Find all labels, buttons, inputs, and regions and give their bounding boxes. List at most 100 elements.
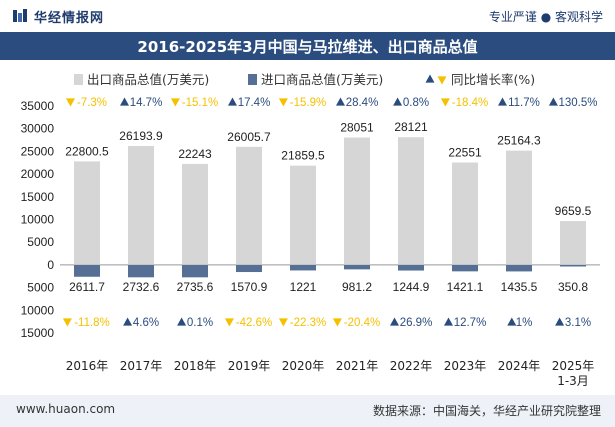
- export-growth-label: -7.3%: [77, 97, 107, 109]
- export-bar: [128, 145, 154, 265]
- export-value-label: 28051: [340, 121, 374, 135]
- growth-down-icon: [224, 318, 234, 327]
- export-bar: [506, 150, 532, 265]
- import-bar: [452, 264, 478, 272]
- legend-export-label: 出口商品总值(万美元): [87, 72, 209, 87]
- export-value-label: 9659.5: [555, 204, 592, 218]
- growth-up-icon: [228, 97, 237, 106]
- growth-up-icon: [336, 97, 345, 106]
- x-tick-label: 2024年: [498, 359, 541, 373]
- import-value-label: 1435.5: [501, 280, 538, 294]
- export-growth-label: 130.5%: [558, 97, 597, 109]
- export-value-label: 22551: [448, 146, 482, 160]
- growth-up-icon: [555, 317, 565, 326]
- growth-up-icon: [393, 97, 403, 106]
- growth-down-icon: [278, 318, 288, 327]
- export-growth-label: 28.4%: [346, 97, 379, 109]
- import-value-label: 2611.7: [69, 280, 105, 294]
- export-bar: [236, 146, 262, 265]
- export-value-label: 26193.9: [119, 129, 163, 143]
- import-bar: [182, 264, 208, 278]
- growth-up-icon: [444, 317, 453, 326]
- export-value-label: 26005.7: [227, 130, 271, 144]
- import-value-label: 350.8: [558, 280, 588, 294]
- top-bar: 华经情报网 专业严谨 ● 客观科学: [0, 0, 615, 32]
- export-growth-label: 17.4%: [238, 97, 271, 109]
- growth-down-icon: [170, 98, 180, 107]
- import-bar: [236, 264, 262, 273]
- data-labels: 22800.5 2611.7 -7.3% -11.8% 26193.9 2732.6 14.…: [62, 97, 598, 329]
- x-tick-label: 2021年: [336, 359, 379, 373]
- export-value-label: 25164.3: [497, 134, 541, 148]
- y-tick-label: 15000: [21, 326, 55, 340]
- export-growth-label: -15.9%: [290, 97, 326, 109]
- export-bar: [398, 137, 424, 265]
- growth-up-icon: [390, 317, 399, 326]
- chart-title: 2016-2025年3月中国与马拉维进、出口商品总值: [137, 38, 478, 56]
- growth-down-icon: [278, 98, 288, 107]
- chart: 出口商品总值(万美元) 进口商品总值(万美元) 同比增长率(%) 35000 3000…: [21, 72, 600, 388]
- legend-up-icon: [425, 74, 435, 83]
- y-tick-label: 15000: [21, 190, 55, 204]
- y-tick-label: 30000: [21, 122, 55, 136]
- growth-up-icon: [507, 317, 517, 326]
- y-tick-label: 10000: [21, 213, 55, 227]
- footer: www.huaon.com 数据来源：中国海关，华经产业研究院整理: [0, 395, 615, 427]
- import-bar: [398, 264, 424, 271]
- growth-up-icon: [548, 97, 558, 106]
- import-bar: [344, 264, 370, 270]
- export-value-label: 21859.5: [281, 149, 325, 163]
- x-tick-label: 2023年: [444, 359, 487, 373]
- import-growth-label: -11.8%: [74, 317, 110, 329]
- import-bar: [128, 264, 154, 278]
- growth-up-icon: [177, 317, 187, 326]
- y-tick-label: 25000: [21, 144, 55, 158]
- export-growth-label: -15.1%: [182, 97, 218, 109]
- export-bar: [290, 165, 316, 265]
- x-tick-label: 2025年: [552, 359, 595, 373]
- growth-up-icon: [123, 317, 133, 326]
- y-tick-label: 10000: [21, 303, 55, 317]
- x-tick-label: 2020年: [282, 359, 325, 373]
- tagline: 专业严谨 ● 客观科学: [488, 10, 603, 24]
- x-tick-label: 2018年: [174, 359, 217, 373]
- x-tick-label: 1-3月: [557, 374, 589, 388]
- growth-up-icon: [120, 97, 129, 106]
- export-bar: [74, 161, 100, 265]
- x-axis: 2016年 2017年 2018年 2019年 2020年 2021年 2022年 2023年…: [66, 359, 595, 388]
- brand-name: 华经情报网: [34, 10, 105, 26]
- import-value-label: 2735.6: [177, 280, 214, 294]
- footer-site[interactable]: www.huaon.com: [16, 402, 116, 416]
- y-tick-label: 5000: [27, 235, 54, 249]
- brand[interactable]: 华经情报网: [12, 7, 105, 26]
- legend-growth-label: 同比增长率(%): [451, 72, 535, 87]
- import-growth-label: 0.1%: [187, 317, 213, 329]
- legend: 出口商品总值(万美元) 进口商品总值(万美元) 同比增长率(%): [74, 72, 535, 87]
- legend-down-icon: [437, 76, 447, 85]
- export-bar: [182, 163, 208, 265]
- x-tick-label: 2019年: [228, 359, 271, 373]
- export-growth-label: -18.4%: [452, 97, 488, 109]
- growth-down-icon: [440, 98, 450, 107]
- x-tick-label: 2017年: [120, 359, 163, 373]
- legend-import-label: 进口商品总值(万美元): [261, 72, 383, 87]
- export-growth-label: 11.7%: [508, 97, 540, 109]
- growth-up-icon: [498, 97, 507, 106]
- import-growth-label: 12.7%: [454, 317, 487, 329]
- growth-down-icon: [66, 98, 75, 107]
- growth-down-icon: [62, 318, 72, 327]
- y-tick-label: 0: [47, 258, 54, 272]
- title-bar: 2016-2025年3月中国与马拉维进、出口商品总值: [0, 32, 615, 60]
- export-bar: [344, 137, 370, 265]
- x-tick-label: 2016年: [66, 359, 109, 373]
- x-tick-label: 2022年: [390, 359, 433, 373]
- export-bar: [560, 221, 586, 265]
- import-value-label: 2732.6: [123, 280, 160, 294]
- y-axis: 35000 30000 25000 20000 15000 10000 5000 0 5000 1…: [21, 99, 600, 340]
- import-value-label: 1244.9: [393, 280, 430, 294]
- export-growth-label: 0.8%: [403, 97, 429, 109]
- bars: [74, 137, 586, 278]
- import-value-label: 1221: [290, 280, 317, 294]
- y-tick-label: 5000: [27, 281, 54, 295]
- import-value-label: 981.2: [342, 280, 372, 294]
